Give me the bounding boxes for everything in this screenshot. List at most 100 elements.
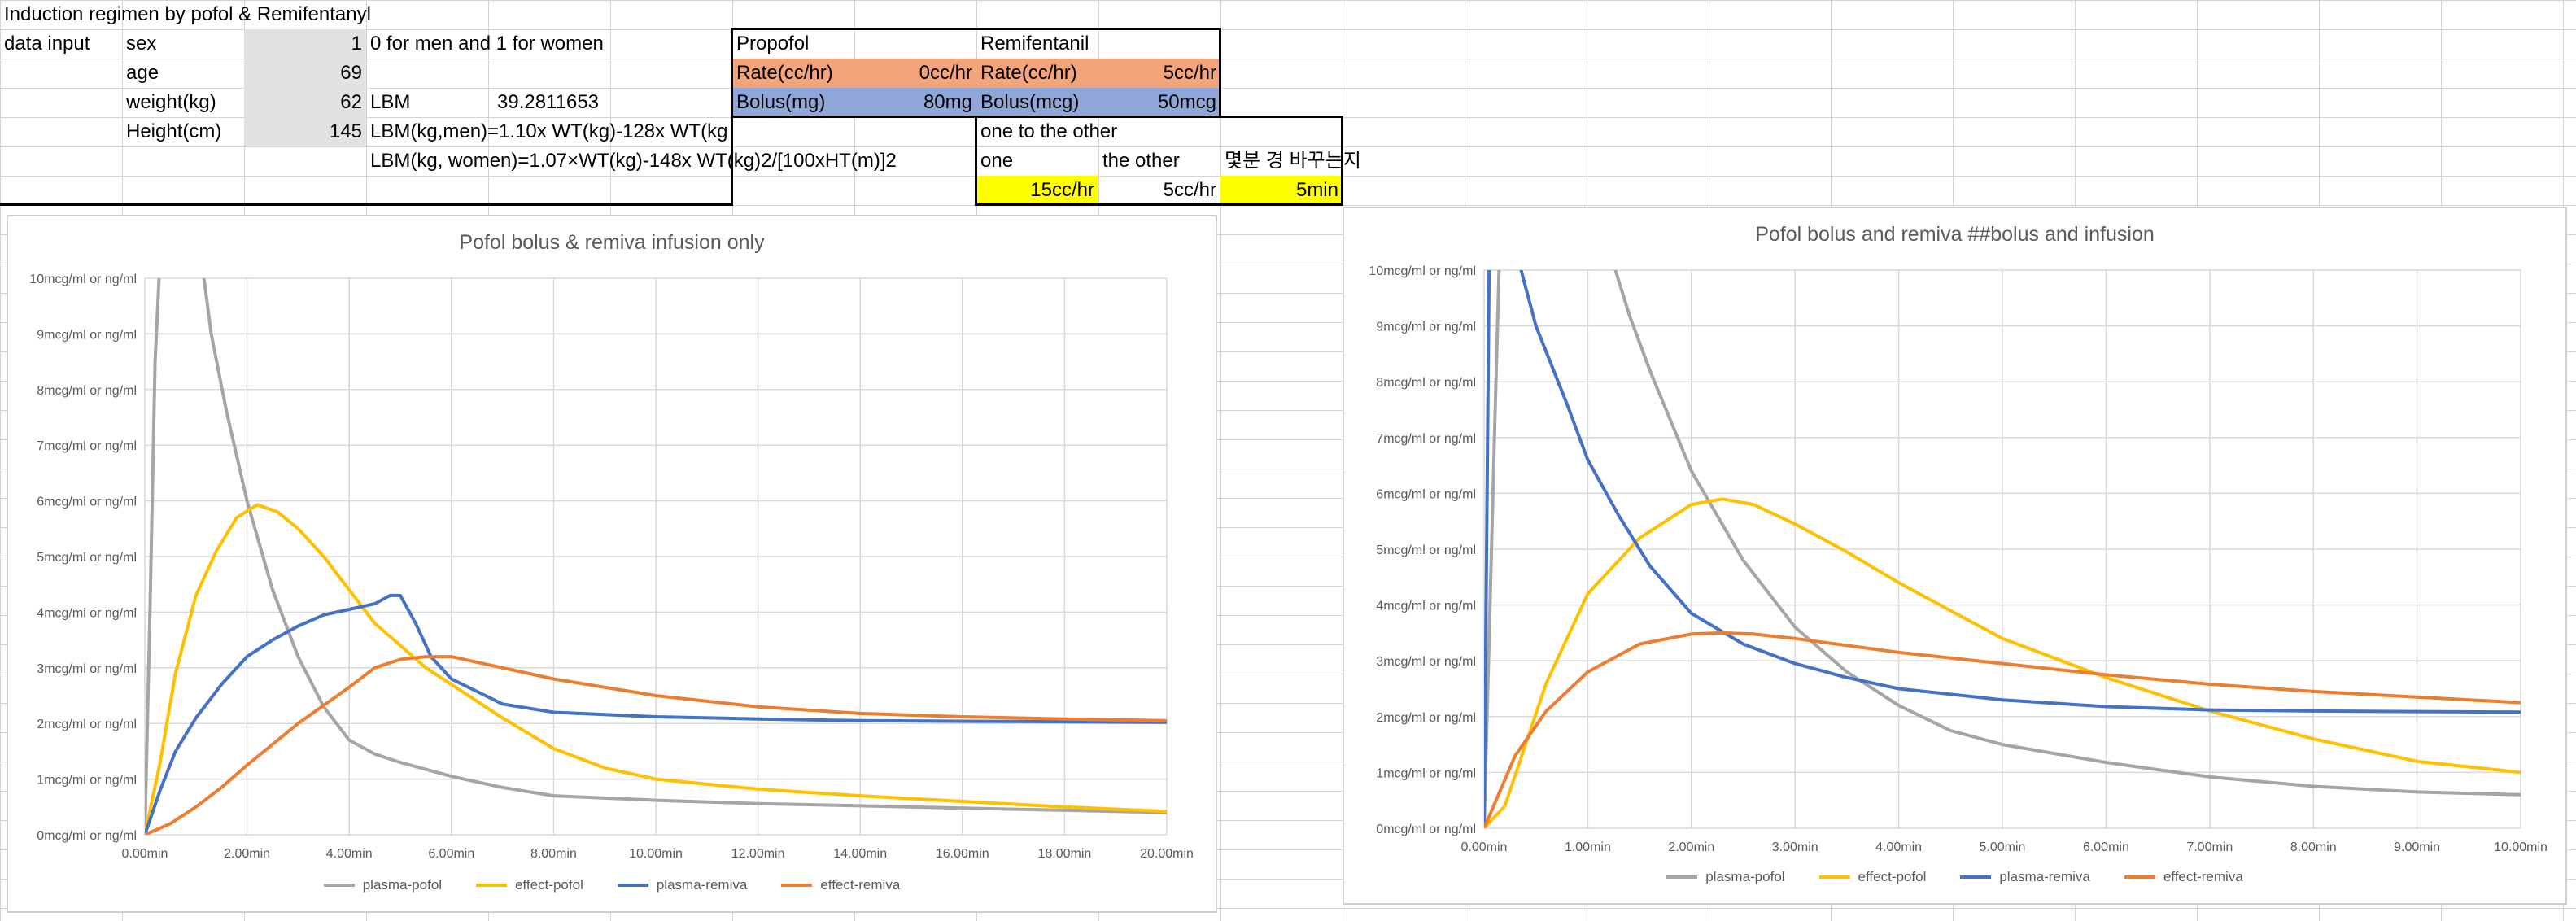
legend-label: effect-remiva — [820, 877, 901, 893]
series-group — [145, 278, 1167, 835]
x-tick-label: 4.00min — [1875, 840, 1922, 854]
y-tick-label: 9mcg/ml or ng/ml — [37, 328, 137, 342]
legend-item: plasma-remiva — [1960, 869, 2090, 885]
legend-item: effect-remiva — [2124, 869, 2243, 885]
x-tick-label: 8.00min — [2290, 840, 2337, 854]
x-tick-label: 20.00min — [1140, 847, 1194, 861]
data-input-label: data input — [4, 33, 90, 55]
y-tick-label: 1mcg/ml or ng/ml — [37, 774, 137, 788]
series-line-effect-pofol — [1484, 497, 2521, 828]
y-tick-label: 4mcg/ml or ng/ml — [37, 606, 137, 620]
weight-input[interactable]: 62 — [244, 88, 366, 117]
chart-title: Pofol bolus & remiva infusion only — [459, 231, 765, 254]
series-line-effect-remiva — [145, 655, 1167, 835]
y-tick-label: 7mcg/ml or ng/ml — [37, 439, 137, 453]
switch-when-input[interactable]: 5min — [1220, 176, 1343, 205]
legend-item: plasma-remiva — [617, 877, 748, 893]
remi-bolus-input[interactable]: 50mcg — [1098, 88, 1220, 117]
series-line-plasma-pofol — [145, 278, 1167, 835]
x-tick-label: 10.00min — [629, 847, 683, 861]
chart-propofol-bolus-remi-bolus-infusion[interactable]: Pofol bolus and remiva ##bolus and infus… — [1343, 207, 2567, 905]
x-tick-label: 9.00min — [2394, 840, 2440, 854]
remi-rate-input[interactable]: 5cc/hr — [1098, 59, 1220, 88]
legend-item: effect-pofol — [1818, 869, 1927, 885]
legend-swatch — [781, 884, 813, 887]
y-tick-label: 1mcg/ml or ng/ml — [1376, 766, 1476, 780]
legend-swatch — [1666, 875, 1698, 879]
switch-one-label: one — [980, 150, 1014, 172]
series-line-plasma-pofol — [1484, 270, 2521, 828]
series-line-effect-pofol — [145, 503, 1167, 835]
y-tick-label: 9mcg/ml or ng/ml — [1376, 321, 1476, 334]
height-input[interactable]: 145 — [244, 117, 366, 146]
x-tick-label: 8.00min — [530, 847, 577, 861]
propofol-rate-input[interactable]: 0cc/hr — [854, 59, 976, 88]
lbm-label: LBM — [370, 91, 411, 113]
x-tick-label: 2.00min — [224, 847, 270, 861]
legend-item: effect-pofol — [476, 877, 583, 893]
legend-label: effect-pofol — [1858, 869, 1927, 884]
x-tick-label: 16.00min — [936, 847, 989, 861]
legend-item: plasma-pofol — [1666, 869, 1785, 885]
chart-legend: plasma-pofol effect-pofol plasma-remiva … — [1344, 869, 2565, 885]
legend-swatch — [1960, 875, 1992, 879]
age-label: age — [126, 62, 159, 84]
x-tick-label: 1.00min — [1565, 840, 1611, 854]
lbm-women-formula: LBM(kg, women)=1.07×WT(kg)-148x WT(kg)2/… — [370, 150, 897, 172]
remi-bolus-label: Bolus(mcg) — [976, 88, 1098, 117]
propofol-rate-label: Rate(cc/hr) — [732, 59, 854, 88]
y-tick-label: 10mcg/ml or ng/ml — [1369, 264, 1476, 278]
legend-item: effect-remiva — [781, 877, 900, 893]
input-block-bottom-border — [0, 203, 732, 206]
legend-label: plasma-pofol — [362, 877, 443, 893]
chart-title: Pofol bolus and remiva ##bolus and infus… — [1755, 223, 2155, 246]
chart-legend: plasma-pofol effect-pofol plasma-remiva … — [8, 877, 1216, 893]
switch-other-label: the other — [1102, 150, 1180, 172]
x-tick-label: 0.00min — [1461, 840, 1508, 854]
sex-input[interactable]: 1 — [244, 29, 366, 59]
switch-other-input[interactable]: 5cc/hr — [1163, 179, 1216, 201]
y-tick-label: 2mcg/ml or ng/ml — [37, 718, 137, 731]
x-tick-label: 0.00min — [122, 847, 168, 861]
x-tick-label: 6.00min — [428, 847, 474, 861]
chart-plot-area: 0mcg/ml or ng/ml 1mcg/ml or ng/ml 2mcg/ml … — [1369, 264, 2548, 854]
remi-rate-label: Rate(cc/hr) — [976, 59, 1098, 88]
legend-item: plasma-pofol — [323, 877, 443, 893]
weight-label: weight(kg) — [126, 91, 216, 113]
switch-header: one to the other — [980, 120, 1118, 142]
switch-when-label: 몇분 경 바꾸는지 — [1225, 150, 1361, 172]
y-tick-label: 3mcg/ml or ng/ml — [37, 662, 137, 676]
x-tick-label: 5.00min — [1980, 840, 2026, 854]
age-input[interactable]: 69 — [244, 59, 366, 88]
remifentanil-header: Remifentanil — [980, 33, 1089, 55]
legend-label: effect-remiva — [2163, 869, 2243, 884]
series-line-plasma-remiva — [1484, 270, 2521, 828]
legend-swatch — [617, 884, 648, 887]
chart-plot-area: 0mcg/ml or ng/ml 1mcg/ml or ng/ml 2mcg/ml … — [29, 273, 1194, 861]
y-tick-label: 6mcg/ml or ng/ml — [1376, 487, 1476, 501]
height-label: Height(cm) — [126, 120, 222, 142]
series-line-plasma-remiva — [145, 593, 1167, 835]
legend-swatch — [323, 884, 355, 887]
legend-label: plasma-remiva — [656, 877, 748, 893]
propofol-header: Propofol — [736, 33, 810, 55]
sex-note: 0 for men and 1 for women — [370, 33, 604, 55]
sheet-title: Induction regimen by pofol & Remifentany… — [4, 3, 371, 25]
x-tick-label: 2.00min — [1668, 840, 1714, 854]
x-tick-label: 7.00min — [2186, 840, 2233, 854]
y-tick-label: 8mcg/ml or ng/ml — [1376, 376, 1476, 390]
x-tick-label: 3.00min — [1772, 840, 1818, 854]
x-tick-label: 10.00min — [2494, 840, 2548, 854]
x-tick-label: 12.00min — [731, 847, 785, 861]
y-tick-label: 4mcg/ml or ng/ml — [1376, 600, 1476, 613]
switch-one-input[interactable]: 15cc/hr — [976, 176, 1098, 205]
propofol-bolus-input[interactable]: 80mg — [854, 88, 976, 117]
y-tick-label: 8mcg/ml or ng/ml — [37, 384, 137, 398]
legend-label: plasma-remiva — [1999, 869, 2090, 884]
chart-propofol-bolus-remi-infusion[interactable]: Pofol bolus & remiva infusion only 0mcg/… — [7, 215, 1217, 913]
input-block-right-border — [731, 28, 733, 206]
y-tick-label: 5mcg/ml or ng/ml — [1376, 543, 1476, 557]
y-tick-label: 3mcg/ml or ng/ml — [1376, 655, 1476, 669]
y-tick-label: 0mcg/ml or ng/ml — [1376, 823, 1476, 836]
lbm-value: 39.2811653 — [497, 91, 600, 113]
